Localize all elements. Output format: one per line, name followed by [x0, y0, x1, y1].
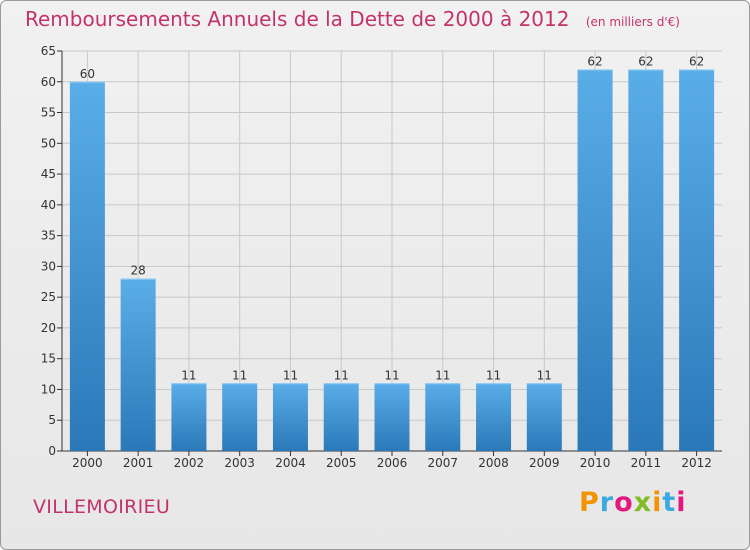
bar-value-label: 11 [384, 368, 399, 382]
logo-letter: x [633, 487, 653, 518]
x-tick-label: 2008 [478, 456, 509, 470]
bar-2012 [679, 69, 715, 451]
x-tick-label: 2006 [377, 456, 408, 470]
bar-value-label: 11 [181, 368, 196, 382]
x-tick-label: 2003 [224, 456, 255, 470]
bar-2004 [272, 383, 308, 451]
bar-value-label: 28 [131, 264, 146, 278]
x-tick-label: 2009 [529, 456, 560, 470]
y-tick-label: 65 [41, 44, 56, 58]
bar-value-label: 60 [80, 67, 95, 81]
city-name: VILLEMOIRIEU [33, 496, 171, 518]
bar-value-label: 11 [232, 368, 247, 382]
bar-value-label: 11 [486, 368, 501, 382]
bar-value-label: 11 [537, 368, 552, 382]
title-unit: (en milliers d'€) [585, 15, 680, 29]
x-tick-label: 2005 [326, 456, 357, 470]
bar-2005 [323, 383, 359, 451]
x-tick-label: 2000 [72, 456, 103, 470]
bar-2006 [374, 383, 410, 451]
x-tick-label: 2001 [123, 456, 154, 470]
y-tick-label: 20 [41, 321, 56, 335]
logo-letter: P [579, 487, 600, 518]
bar-2009 [526, 383, 562, 451]
title-text: Remboursements Annuels de la Dette de 20… [25, 7, 570, 31]
bar-2003 [222, 383, 258, 451]
bar-value-label: 62 [689, 54, 704, 68]
logo-letter: i [676, 487, 687, 518]
bar-value-label: 62 [587, 54, 602, 68]
logo-letter: o [614, 487, 634, 518]
bar-value-label: 62 [638, 54, 653, 68]
x-tick-label: 2002 [174, 456, 205, 470]
bar-2010 [577, 69, 613, 451]
logo-letter: r [599, 487, 615, 518]
y-tick-label: 25 [41, 290, 56, 304]
y-tick-label: 15 [41, 352, 56, 366]
y-tick-label: 30 [41, 259, 56, 273]
y-tick-label: 10 [41, 382, 56, 396]
x-tick-label: 2007 [427, 456, 458, 470]
logo-letter: i [652, 487, 663, 518]
x-tick-label: 2004 [275, 456, 306, 470]
bars [69, 69, 715, 452]
chart-title: Remboursements Annuels de la Dette de 20… [25, 7, 680, 31]
bar-2001 [120, 278, 156, 451]
bar-2008 [476, 383, 512, 451]
y-tick-label: 5 [48, 413, 56, 427]
y-tick-label: 0 [48, 444, 56, 458]
bar-value-label: 11 [283, 368, 298, 382]
bar-2007 [425, 383, 461, 451]
x-tick-label: 2010 [580, 456, 611, 470]
bar-2011 [628, 69, 664, 451]
x-tick-label: 2012 [681, 456, 712, 470]
bar-value-label: 11 [334, 368, 349, 382]
bar-2002 [171, 383, 207, 451]
logo-letter: t [662, 487, 677, 518]
bar-2000 [69, 81, 105, 452]
bar-value-label: 11 [435, 368, 450, 382]
x-tick-label: 2011 [631, 456, 662, 470]
y-tick-label: 35 [41, 229, 56, 243]
y-tick-label: 60 [41, 75, 56, 89]
y-tick-label: 45 [41, 167, 56, 181]
proxiti-logo[interactable]: Proxiti [579, 487, 687, 518]
y-tick-label: 55 [41, 106, 56, 120]
labels: 0 5 10 15 20 25 30 35 40 45 50 55 60 65 60 2000 28 2001 11… [41, 44, 712, 470]
y-tick-label: 40 [41, 198, 56, 212]
y-tick-label: 50 [41, 136, 56, 150]
